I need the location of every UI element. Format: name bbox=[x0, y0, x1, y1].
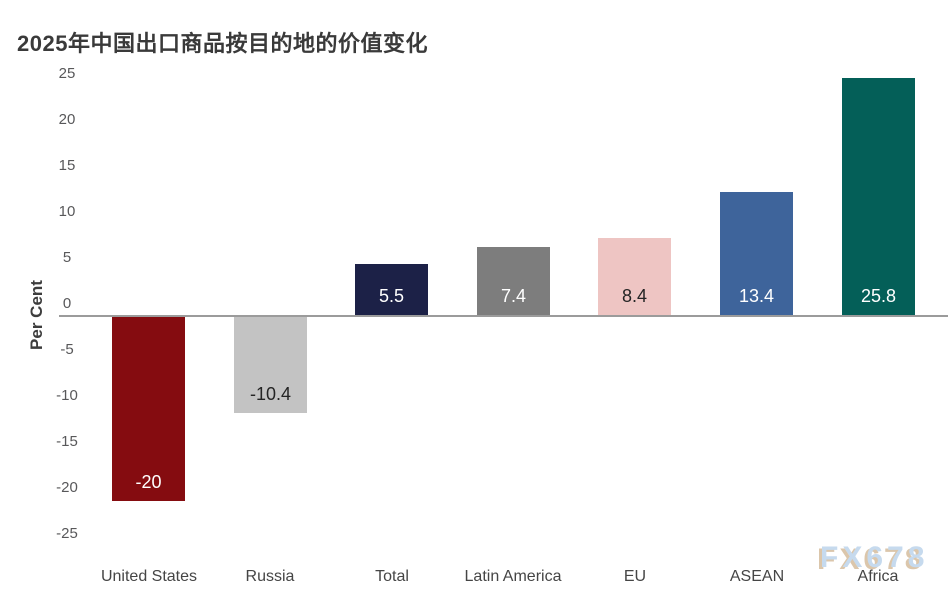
y-tick-label: 15 bbox=[58, 157, 76, 174]
y-tick-label: -10 bbox=[56, 387, 78, 404]
bar-value-label: 25.8 bbox=[860, 286, 897, 306]
x-axis-label-latin-america: Latin America bbox=[464, 568, 562, 585]
bar-asean: 13.4 bbox=[720, 192, 793, 315]
x-axis-label-eu: EU bbox=[623, 568, 647, 585]
x-axis-label-russia: Russia bbox=[245, 568, 295, 585]
bar-value-label: -20 bbox=[135, 472, 162, 492]
bar-total: 5.5 bbox=[355, 264, 428, 315]
bar-value-label: 5.5 bbox=[378, 286, 405, 306]
y-tick-label: 20 bbox=[58, 111, 76, 128]
y-tick-label: -5 bbox=[60, 341, 74, 358]
x-axis-label-africa: Africa bbox=[857, 568, 899, 585]
y-tick-label: -15 bbox=[56, 433, 78, 450]
zero-baseline bbox=[59, 315, 948, 317]
bar-africa: 25.8 bbox=[842, 78, 915, 315]
y-tick-label: -25 bbox=[56, 525, 78, 542]
y-tick-label: 10 bbox=[58, 203, 76, 220]
bar-value-label: 8.4 bbox=[621, 286, 648, 306]
bar-russia: -10.4 bbox=[234, 317, 307, 413]
bar-united-states: -20 bbox=[112, 317, 185, 501]
y-tick-label: -20 bbox=[56, 479, 78, 496]
y-tick-label: 5 bbox=[62, 249, 72, 266]
y-tick-label: 0 bbox=[62, 295, 72, 312]
bar-value-label: -10.4 bbox=[249, 384, 292, 404]
x-axis-label-asean: ASEAN bbox=[729, 568, 785, 585]
x-axis-label-united-states: United States bbox=[100, 568, 198, 585]
x-axis-label-total: Total bbox=[375, 568, 409, 585]
bar-latin-america: 7.4 bbox=[477, 247, 550, 315]
bar-value-label: 7.4 bbox=[500, 286, 527, 306]
bar-value-label: 13.4 bbox=[738, 286, 775, 306]
y-tick-label: 25 bbox=[58, 65, 76, 82]
bar-eu: 8.4 bbox=[598, 238, 671, 315]
chart-title: 2025年中国出口商品按目的地的价值变化 bbox=[17, 31, 428, 56]
